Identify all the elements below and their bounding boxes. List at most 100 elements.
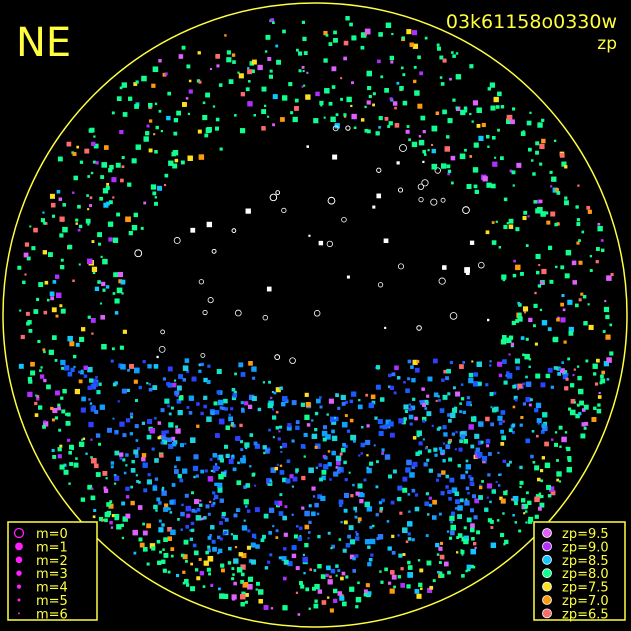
star [161,439,168,445]
zp-label: zp=6.5 [562,607,609,622]
star [334,123,340,129]
star [486,496,489,499]
star [440,491,445,496]
star [148,119,153,123]
star [208,572,212,576]
star [502,459,507,464]
star [313,603,319,609]
star [576,222,581,226]
star [243,485,247,489]
star [254,537,257,540]
star [366,424,370,428]
star [343,460,347,465]
star [585,359,589,363]
star [131,158,137,164]
star [389,97,393,101]
star [270,396,273,400]
star [355,491,360,496]
star [240,440,244,444]
star [407,560,411,565]
star [213,494,219,500]
star [477,451,483,458]
star [418,135,422,138]
star [431,148,436,154]
star [364,128,369,133]
magnitude-label: m=0 [36,527,68,542]
star [311,511,316,517]
star [342,442,346,447]
star [517,388,520,391]
star [473,372,479,377]
star [275,536,279,539]
star [462,410,466,415]
star [18,363,24,369]
star [159,435,164,440]
star [276,463,279,466]
star [121,501,126,506]
star [414,90,420,96]
star [536,418,542,424]
star [503,380,508,385]
star [583,404,589,410]
star [304,392,309,397]
star [558,425,563,430]
star [257,407,262,412]
star [316,398,321,404]
star [355,536,360,541]
frame-id: 03k61158o0330w [446,11,617,33]
star [341,216,347,223]
star [60,264,65,270]
star [537,422,540,425]
star [295,470,298,474]
star [90,456,93,459]
star [87,366,93,373]
star [399,144,407,152]
star [330,416,336,423]
star [459,410,463,414]
star [292,476,298,482]
star [427,149,430,152]
star [307,537,310,540]
star [497,91,502,97]
star [232,393,238,398]
star [364,539,371,545]
star [368,402,375,409]
star [109,520,113,525]
star [121,536,125,540]
star [221,568,225,573]
star [335,564,339,568]
star [70,367,75,372]
star [517,316,523,322]
star [411,538,415,542]
star [462,361,466,364]
star [254,484,257,487]
star [441,470,446,475]
star [556,317,560,322]
star [372,103,375,107]
star [363,478,367,482]
star [498,246,502,249]
star [506,371,510,375]
star [227,561,232,565]
star [87,484,93,490]
star [593,372,597,376]
star [79,441,85,447]
star [306,145,309,148]
star [55,314,59,318]
star [339,503,343,507]
star [233,558,239,564]
star [360,45,365,50]
star [346,429,351,433]
star [158,109,162,113]
star [249,433,254,437]
star [503,542,506,546]
zp-swatch [542,541,552,552]
star [460,434,466,439]
star [343,40,349,46]
star [439,449,446,455]
star [230,422,235,426]
star [28,329,33,333]
star [182,365,189,371]
star [514,398,518,402]
star [173,379,177,382]
